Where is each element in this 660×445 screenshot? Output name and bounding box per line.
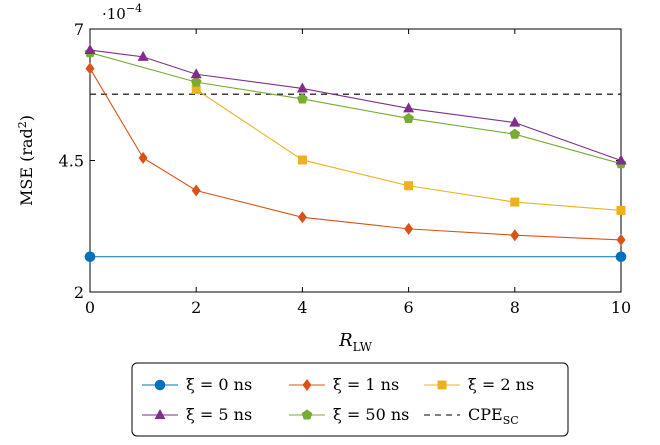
axes — [89, 28, 622, 293]
series-1-point — [616, 233, 626, 246]
legend-item: ξ = 5 ns — [142, 405, 252, 424]
series-1-point — [297, 211, 307, 224]
legend-item: ξ = 1 ns — [289, 375, 399, 394]
series-4-point — [190, 76, 202, 87]
legend-marker — [301, 409, 313, 420]
legend-box — [131, 362, 569, 437]
series-3-point — [615, 154, 627, 165]
y-tick-label: 4.5 — [59, 152, 84, 171]
x-tick-label: 6 — [404, 298, 414, 317]
series-3-point — [190, 68, 202, 79]
series-1-point — [138, 151, 148, 164]
legend-label: ξ = 0 ns — [186, 375, 252, 394]
series-4-point — [509, 128, 521, 139]
series-0-point — [615, 251, 627, 263]
series-3-point — [509, 116, 521, 127]
series-3-point — [403, 102, 415, 113]
series-2-point — [616, 205, 626, 215]
series-3-point — [137, 50, 149, 61]
y-tick-label: 2 — [74, 283, 84, 302]
legend-label: ξ = 2 ns — [468, 375, 534, 394]
legend-marker — [302, 379, 312, 391]
legend: ξ = 0 ns ξ = 1 ns ξ = 2 ns ξ = 5 ns ξ = 50 n… — [131, 362, 569, 437]
series-1-point — [85, 62, 95, 75]
x-tick-label: 10 — [611, 298, 631, 317]
legend-marker — [437, 380, 447, 390]
series-0-point — [84, 251, 96, 263]
legend-item: ξ = 2 ns — [424, 375, 534, 394]
series-1-point — [510, 229, 520, 242]
series-3-line — [89, 49, 622, 162]
legend-item: CPESC — [424, 405, 519, 427]
legend-marker — [154, 379, 166, 391]
x-tick-label: 2 — [191, 298, 201, 317]
series-4-line — [89, 52, 622, 165]
legend-label: CPESC — [468, 405, 519, 427]
legend-item: ξ = 50 ns — [289, 405, 409, 424]
legend-label: ξ = 50 ns — [333, 405, 409, 424]
legend-label: ξ = 5 ns — [186, 405, 252, 424]
legend-marker — [154, 409, 166, 419]
legend-item: ξ = 0 ns — [142, 375, 252, 394]
y-tick-label: 7 — [74, 20, 84, 39]
y-multiplier: ·10−4 — [102, 2, 142, 23]
series-4-point — [403, 112, 414, 123]
series-3-point — [296, 82, 308, 93]
x-tick-label: 4 — [297, 298, 307, 317]
x-axis-label: RLW — [338, 330, 372, 354]
x-tick-label: 8 — [510, 298, 520, 317]
series-2-point — [297, 155, 307, 165]
series-3-point — [84, 44, 96, 55]
plot-frame — [89, 28, 622, 293]
series-group — [84, 44, 627, 263]
y-axis-label: MSE (rad2) — [16, 115, 36, 206]
series-2-point — [510, 197, 520, 207]
series-1-point — [191, 184, 201, 197]
series-1-point — [404, 222, 414, 235]
x-tick-label: 0 — [85, 298, 95, 317]
legend-label: ξ = 1 ns — [333, 375, 399, 394]
series-4-point — [297, 93, 308, 104]
series-2-point — [404, 181, 414, 191]
series-2-point — [191, 84, 201, 94]
